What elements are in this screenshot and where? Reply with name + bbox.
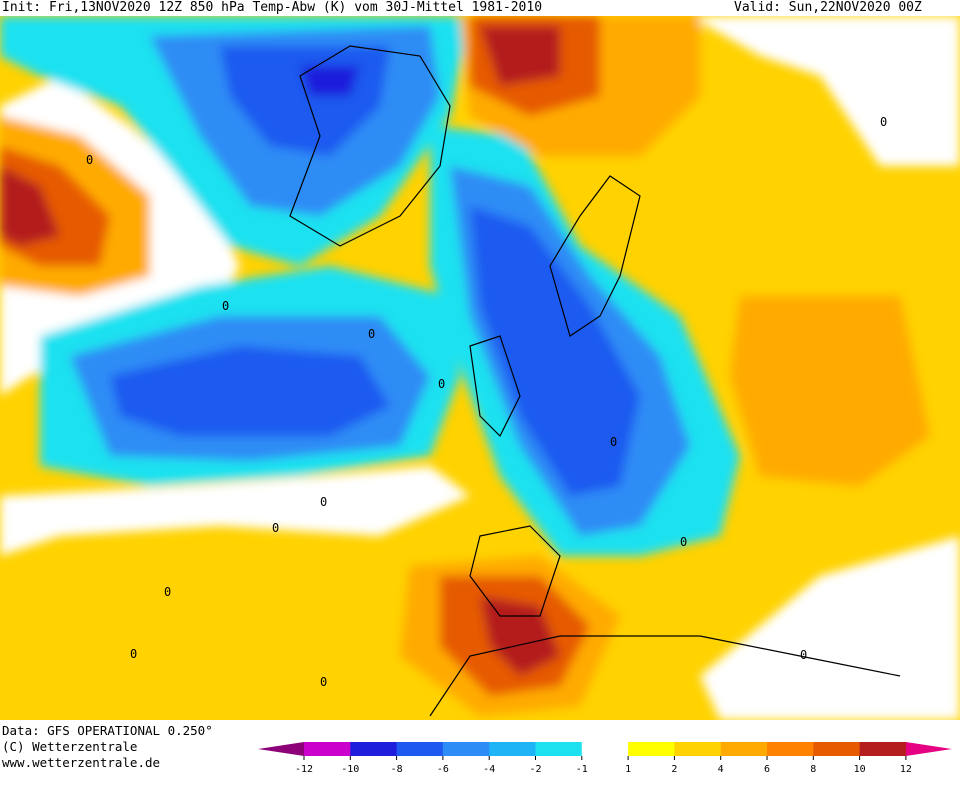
legend-swatch	[304, 742, 351, 756]
contour-label: 0	[86, 153, 93, 167]
legend-swatch	[535, 742, 583, 756]
legend-tick-label: -10	[341, 764, 359, 775]
contour-label: 0	[164, 585, 171, 599]
legend-tick-label: -1	[576, 764, 588, 775]
contour-label: 0	[222, 299, 229, 313]
contour-label: 0	[438, 377, 445, 391]
contour-label: 0	[320, 495, 327, 509]
legend-swatch	[489, 742, 536, 756]
map-title: Init: Fri,13NOV2020 12Z 850 hPa Temp-Abw…	[2, 0, 543, 15]
contour-label: 0	[272, 521, 279, 535]
contour-label: 0	[800, 648, 807, 662]
legend-swatch	[720, 742, 768, 756]
coastlines	[289, 45, 901, 717]
legend-swatch	[350, 742, 398, 756]
legend-swatch	[442, 742, 490, 756]
legend-swatch	[859, 742, 907, 756]
legend-tick-label: 1	[625, 764, 631, 775]
legend-swatch	[581, 742, 629, 756]
legend-tick-label: 8	[810, 764, 816, 775]
legend-tick-label: 4	[718, 764, 724, 775]
legend-tick-label: -6	[437, 764, 449, 775]
legend-tick-label: -2	[529, 764, 541, 775]
contour-label: 0	[320, 675, 327, 689]
contour-label: 0	[680, 535, 687, 549]
color-legend: -12 -10 -8 -6 -4 -2 -1 1 2 4 6 8 10 12	[258, 742, 952, 775]
legend-swatch	[674, 742, 722, 756]
legend-tick-label: 10	[854, 764, 866, 775]
contour-label: 0	[610, 435, 617, 449]
legend-low-arrow	[258, 742, 304, 756]
legend-swatch	[767, 742, 814, 756]
anomaly-field	[0, 16, 960, 720]
data-source-label: Data: GFS OPERATIONAL 0.250°	[2, 723, 213, 738]
contour-label: 0	[368, 327, 375, 341]
contour-label: 0	[880, 115, 887, 129]
valid-time: Valid: Sun,22NOV2020 00Z	[734, 0, 922, 15]
legend-tick-label: 12	[900, 764, 912, 775]
legend-swatch	[813, 742, 861, 756]
legend-tick-label: -4	[483, 764, 495, 775]
contour-label: 0	[130, 647, 137, 661]
legend-swatch	[396, 742, 444, 756]
legend-swatch	[628, 742, 675, 756]
legend-tick-label: 2	[671, 764, 677, 775]
legend-tick-label: -8	[391, 764, 403, 775]
legend-tick-label: 6	[764, 764, 770, 775]
legend-high-arrow	[905, 742, 952, 756]
temperature-anomaly-map: 0 0 0 0 0 0 0 0 0 0 0 0 0	[0, 16, 960, 720]
copyright-label: (C) Wetterzentrale	[2, 739, 138, 754]
legend-tick-label: -12	[295, 764, 313, 775]
website-url: www.wetterzentrale.de	[2, 755, 161, 770]
map-contour-labels: 0 0 0 0 0 0 0 0 0 0 0 0 0	[86, 115, 887, 689]
